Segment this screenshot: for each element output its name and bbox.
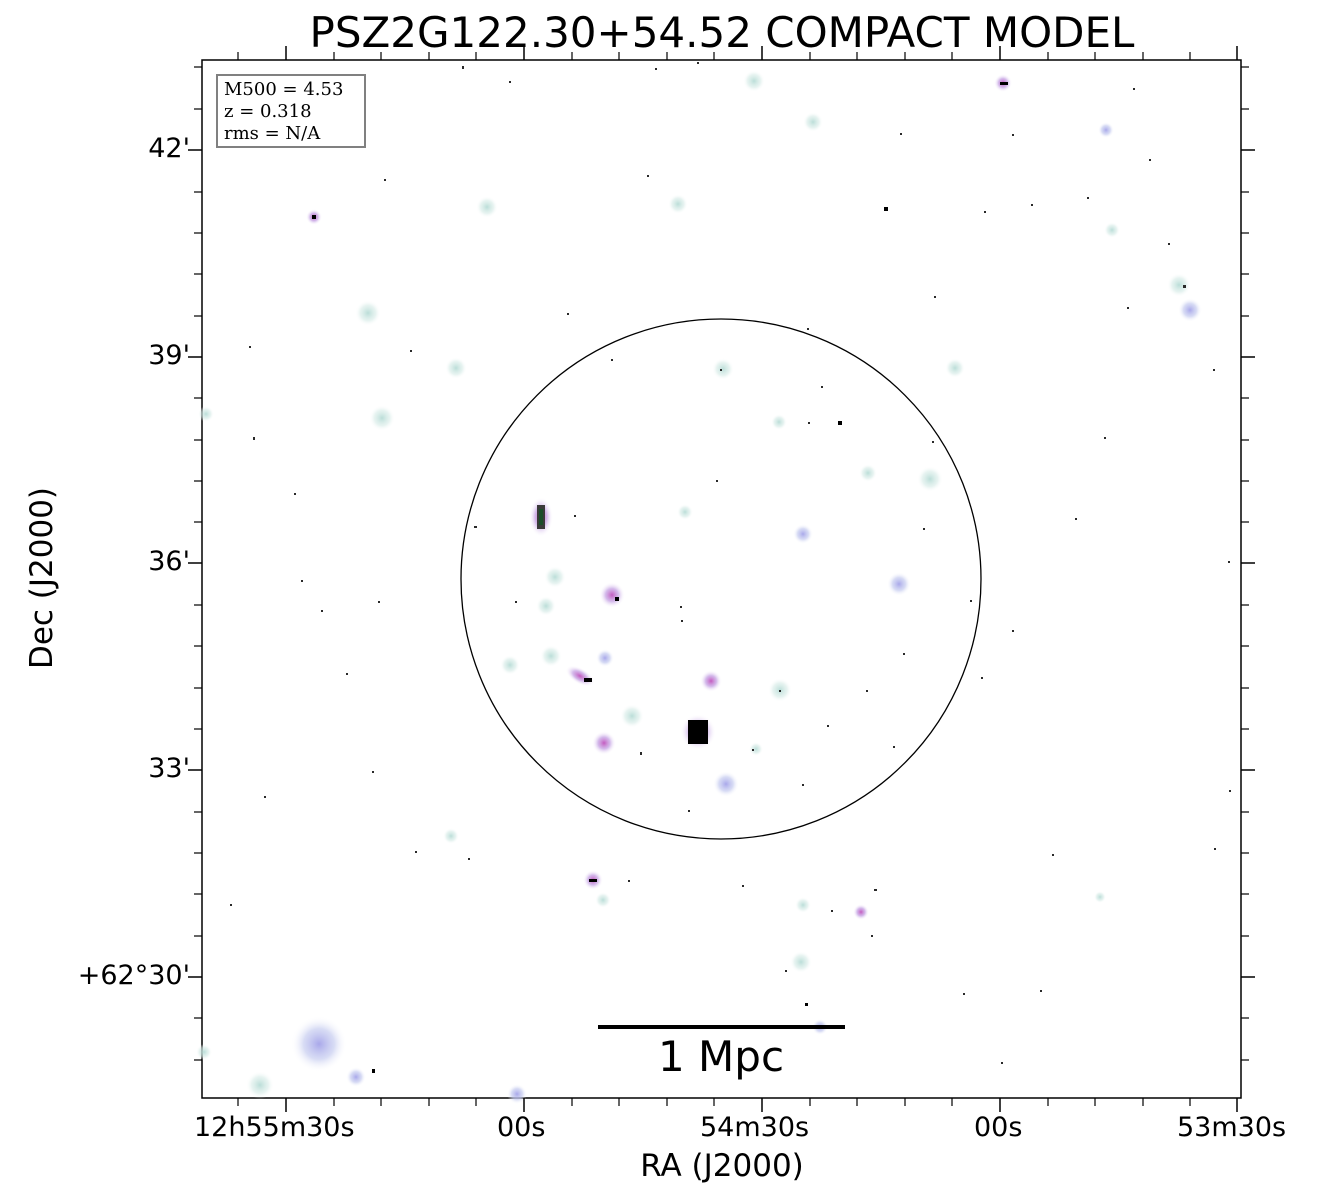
source-cores: [312, 82, 1008, 1073]
x-axis-title: RA (J2000): [640, 1148, 804, 1184]
redshift-value: z = 0.318: [224, 101, 312, 122]
info-box: M500 = 4.53 z = 0.318 rms = N/A: [216, 74, 366, 148]
x-minor-ticks: [237, 52, 1191, 1106]
rms-value: rms = N/A: [224, 123, 321, 144]
x-tick-label: 54m30s: [700, 1112, 810, 1143]
plot-frame: [201, 59, 1242, 1099]
y-tick-label: 39': [148, 340, 190, 371]
x-tick-label: 12h55m30s: [194, 1112, 355, 1143]
y-tick-label: 42': [148, 133, 190, 164]
x-tick-label: 00s: [497, 1112, 546, 1143]
y-ticks: [188, 149, 1255, 978]
x-tick-label: 53m30s: [1177, 1112, 1287, 1143]
r500-circle: [460, 318, 982, 840]
y-tick-label: +62°30': [77, 960, 190, 991]
y-tick-label: 36': [148, 546, 190, 577]
x-tick-label: 00s: [974, 1112, 1023, 1143]
noise-specks: [230, 62, 1231, 1064]
x-ticks: [285, 46, 1238, 1112]
source-halos: [196, 70, 1202, 1104]
y-minor-ticks: [194, 66, 1249, 1061]
y-axis-title: Dec (J2000): [24, 486, 60, 670]
y-tick-label: 33': [148, 753, 190, 784]
scalebar-label: 1 Mpc: [657, 1032, 785, 1081]
figure-title: PSZ2G122.30+54.52 COMPACT MODEL: [309, 8, 1135, 57]
m500-value: M500 = 4.53: [224, 79, 344, 100]
